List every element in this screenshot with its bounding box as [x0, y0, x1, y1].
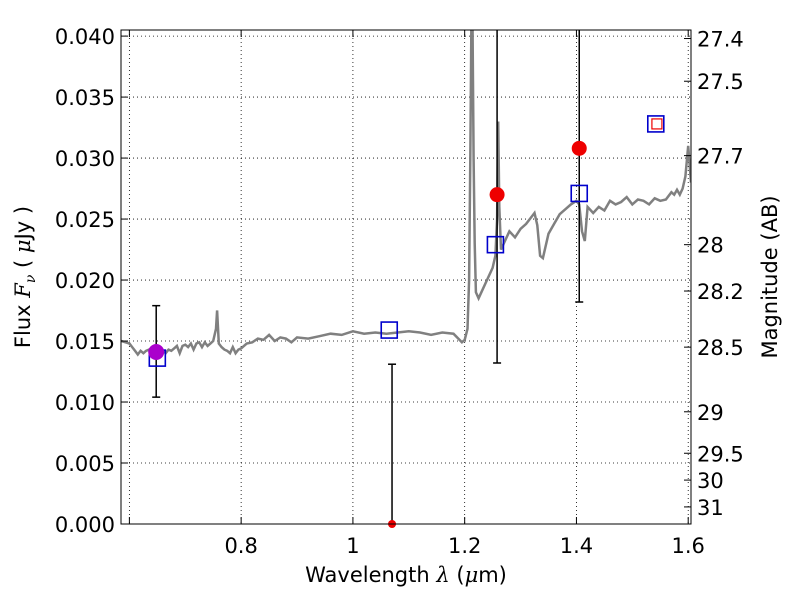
model-point-2 [486, 235, 505, 254]
x-axis-label-unit-rest: m) [478, 563, 507, 587]
marker-layer [148, 115, 665, 528]
y2-axis-label: Magnitude (AB) [758, 195, 782, 358]
y2-tick-label-9: 31 [697, 496, 724, 520]
x-axis-label: Wavelength λ (μm) [305, 563, 507, 587]
y-axis-label: Flux Fν ( μJy ) [11, 206, 39, 348]
model-point-4 [646, 115, 665, 133]
x-axis-label-unit-mu: μ [465, 563, 479, 587]
x-tick-label-4: 1.4 [560, 534, 593, 558]
y-tick-label-0: 0.000 [55, 513, 115, 537]
plot-background [121, 30, 691, 524]
y2-tick-label-1: 27.5 [697, 70, 744, 94]
y-tick-label-1: 0.005 [55, 452, 115, 476]
y2-tick-label-3: 28 [697, 234, 724, 258]
x-tick-label-3: 1.2 [448, 534, 481, 558]
model-point-3 [570, 184, 589, 203]
x-tick-label-2: 1 [346, 534, 359, 558]
x-axis-label-unit-open: ( [450, 563, 465, 587]
x-axis-label-symbol: λ [435, 563, 449, 587]
y2-tick-label-4: 28.2 [697, 280, 744, 304]
y-tick-label-8: 0.040 [55, 25, 115, 49]
y-tick-label-7: 0.035 [55, 86, 115, 110]
y-axis-label-text: Flux [11, 304, 35, 348]
y2-tick-label-0: 27.4 [697, 28, 744, 52]
y-axis-label-unit-open: ( [11, 260, 35, 268]
y-tick-label-5: 0.025 [55, 208, 115, 232]
extra-marker [651, 118, 663, 130]
y-axis-label-unit-mu: μ [11, 239, 35, 253]
x-tick-label-5: 1.6 [672, 534, 705, 558]
y2-tick-label-6: 29 [697, 401, 724, 425]
y2-tick-label-2: 27.7 [697, 145, 744, 169]
y-axis-label-unit-rest: Jy ) [11, 206, 35, 242]
template-spectrum-line [121, 30, 691, 359]
y-axis-label-symbol-f: F [11, 282, 35, 299]
y-tick-label-2: 0.010 [55, 391, 115, 415]
y-tick-label-3: 0.015 [55, 330, 115, 354]
observed-point-3 [571, 140, 587, 156]
y2-tick-label-7: 29.5 [697, 442, 744, 466]
y2-tick-label-5: 28.5 [697, 336, 744, 360]
y2-tick-label-8: 30 [697, 469, 724, 493]
plot-frame [120, 29, 692, 525]
x-axis-label-text: Wavelength [305, 563, 430, 587]
model-point-1 [380, 321, 399, 339]
axis-tick-labels: 0.8 1 1.2 1.4 1.6 0.000 0.005 0.010 0.015 0.020 0.… [55, 25, 744, 558]
observed-point-2 [489, 187, 505, 203]
y-tick-label-4: 0.020 [55, 269, 115, 293]
y-tick-label-6: 0.030 [55, 147, 115, 171]
template-spectrum-layer [121, 30, 691, 359]
axis-ticks [121, 30, 691, 525]
y-axis-label-symbol-sub: ν [23, 274, 39, 283]
x-tick-label-1: 0.8 [224, 534, 257, 558]
observed-point-0 [148, 344, 165, 361]
